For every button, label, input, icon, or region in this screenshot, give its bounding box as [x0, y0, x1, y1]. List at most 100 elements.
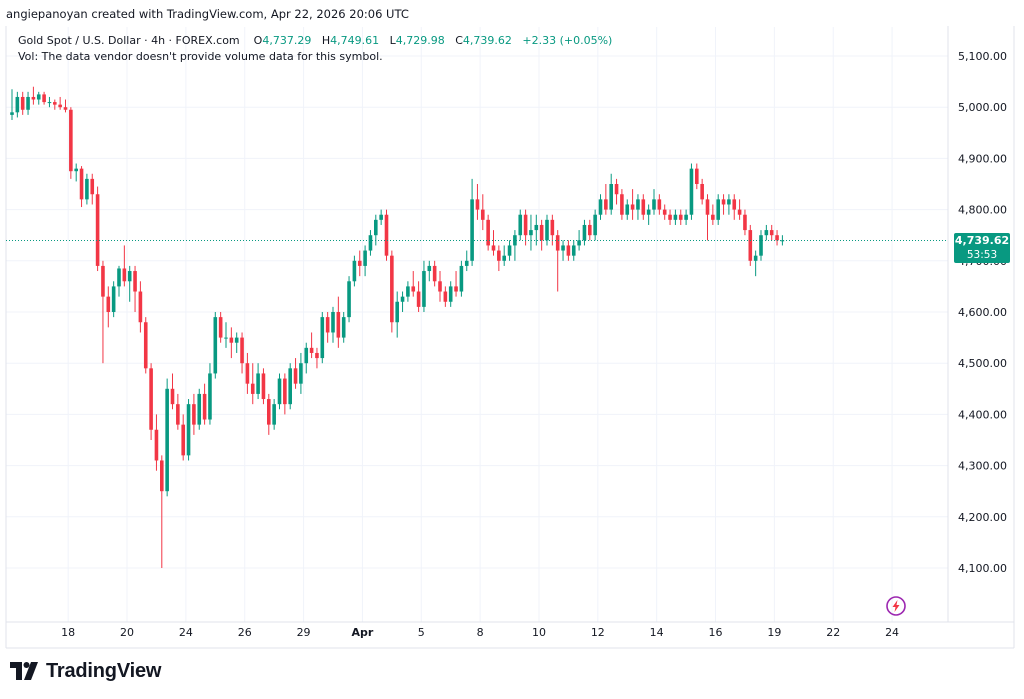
time-axis[interactable]: 18 20 24 26 29 Apr 5 8 10 12 14 16 19 22 24	[61, 626, 899, 639]
candle	[331, 306, 335, 343]
time-tick-label: Apr	[352, 626, 374, 639]
candle	[256, 363, 260, 400]
candle-body	[20, 96, 25, 110]
tradingview-logo-icon	[10, 662, 38, 680]
candle-body	[432, 265, 437, 282]
candle-body	[143, 322, 148, 369]
price-tick-label: 4,400.00	[958, 408, 1007, 421]
candle	[390, 250, 394, 333]
candle	[700, 178, 704, 205]
candle	[341, 312, 346, 343]
candle-body	[518, 214, 523, 236]
candle	[122, 245, 127, 287]
candle-body	[711, 214, 715, 220]
candle	[106, 286, 111, 328]
candle	[678, 209, 683, 225]
candle-body	[727, 199, 731, 205]
candle-body	[614, 184, 619, 195]
candle	[325, 312, 330, 343]
legend-symbol[interactable]: Gold Spot / U.S. Dollar · 4h · FOREX.com	[18, 34, 240, 47]
candle	[711, 204, 715, 225]
candle-body	[283, 378, 287, 405]
time-tick-label: 26	[238, 626, 252, 639]
candle-body	[454, 286, 458, 292]
candle	[529, 214, 533, 251]
candle-body	[111, 286, 116, 312]
candle-body	[341, 317, 346, 338]
candle	[309, 332, 314, 359]
candle	[486, 214, 490, 251]
legend-close-value: 4,739.62	[462, 34, 512, 47]
candle-body	[753, 255, 758, 261]
candle	[272, 399, 276, 430]
candle-body	[240, 337, 244, 364]
candle	[737, 199, 742, 220]
candle-body	[529, 230, 533, 236]
candlestick-chart[interactable]: 5,100.005,000.004,900.004,800.004,700.00…	[0, 0, 1024, 660]
legend-high-label: H	[321, 34, 331, 47]
candle-body	[604, 199, 608, 210]
candle-body	[256, 373, 260, 394]
candle-body	[598, 199, 603, 215]
price-axis[interactable]: 5,100.005,000.004,900.004,800.004,700.00…	[958, 50, 1007, 575]
candle-body	[662, 209, 667, 215]
candle-body	[566, 245, 571, 256]
candle-body	[229, 337, 234, 343]
candle-body	[31, 96, 36, 100]
candle	[143, 317, 148, 374]
candle-body	[213, 317, 218, 374]
candle-body	[138, 291, 143, 323]
time-tick-label: 29	[297, 626, 311, 639]
candle	[160, 455, 164, 568]
candle	[518, 209, 523, 241]
candle-body	[197, 393, 202, 425]
price-tick-label: 4,600.00	[958, 306, 1007, 319]
candle-body	[470, 199, 474, 261]
candle-body	[732, 199, 737, 210]
lightning-icon[interactable]	[885, 595, 907, 617]
candles	[10, 86, 785, 568]
candle	[491, 230, 496, 256]
tradingview-logo[interactable]: TradingView	[10, 659, 161, 683]
candle-body	[374, 219, 378, 236]
candle-body	[181, 424, 185, 456]
price-tick-label: 4,300.00	[958, 460, 1007, 473]
candle-body	[443, 291, 448, 302]
time-tick-label: 22	[826, 626, 840, 639]
candle-body	[555, 235, 560, 251]
candle-body	[277, 378, 282, 405]
candle	[481, 194, 485, 231]
candle-body	[630, 204, 635, 210]
candle	[197, 388, 202, 430]
candle-body	[646, 209, 651, 215]
candle-body	[609, 184, 613, 210]
legend-ohlc-row: Gold Spot / U.S. Dollar · 4h · FOREX.com…	[18, 33, 612, 49]
candle-body	[74, 168, 78, 172]
candle	[604, 184, 608, 215]
candle-body	[550, 219, 555, 236]
candle-body	[122, 268, 127, 282]
candle-body	[395, 301, 399, 323]
candle-body	[352, 260, 357, 282]
candle	[438, 271, 442, 302]
candle	[229, 327, 234, 359]
candle	[582, 219, 587, 246]
candle	[357, 250, 362, 277]
candle-body	[491, 245, 496, 251]
candle-body	[636, 199, 640, 210]
candle-body	[523, 214, 528, 236]
candle	[245, 352, 250, 394]
candle	[422, 260, 426, 312]
time-tick-label: 5	[418, 626, 425, 639]
candle	[320, 312, 325, 364]
candle	[454, 271, 458, 297]
candle	[347, 276, 351, 323]
candle-body	[390, 255, 394, 323]
candle-body	[582, 224, 587, 241]
candle-body	[513, 235, 517, 246]
legend-volume-note: Vol: The data vendor doesn't provide vol…	[18, 50, 383, 63]
candle	[769, 224, 774, 241]
candle-body	[625, 204, 630, 215]
candle-body	[416, 291, 421, 307]
candle	[534, 214, 539, 246]
